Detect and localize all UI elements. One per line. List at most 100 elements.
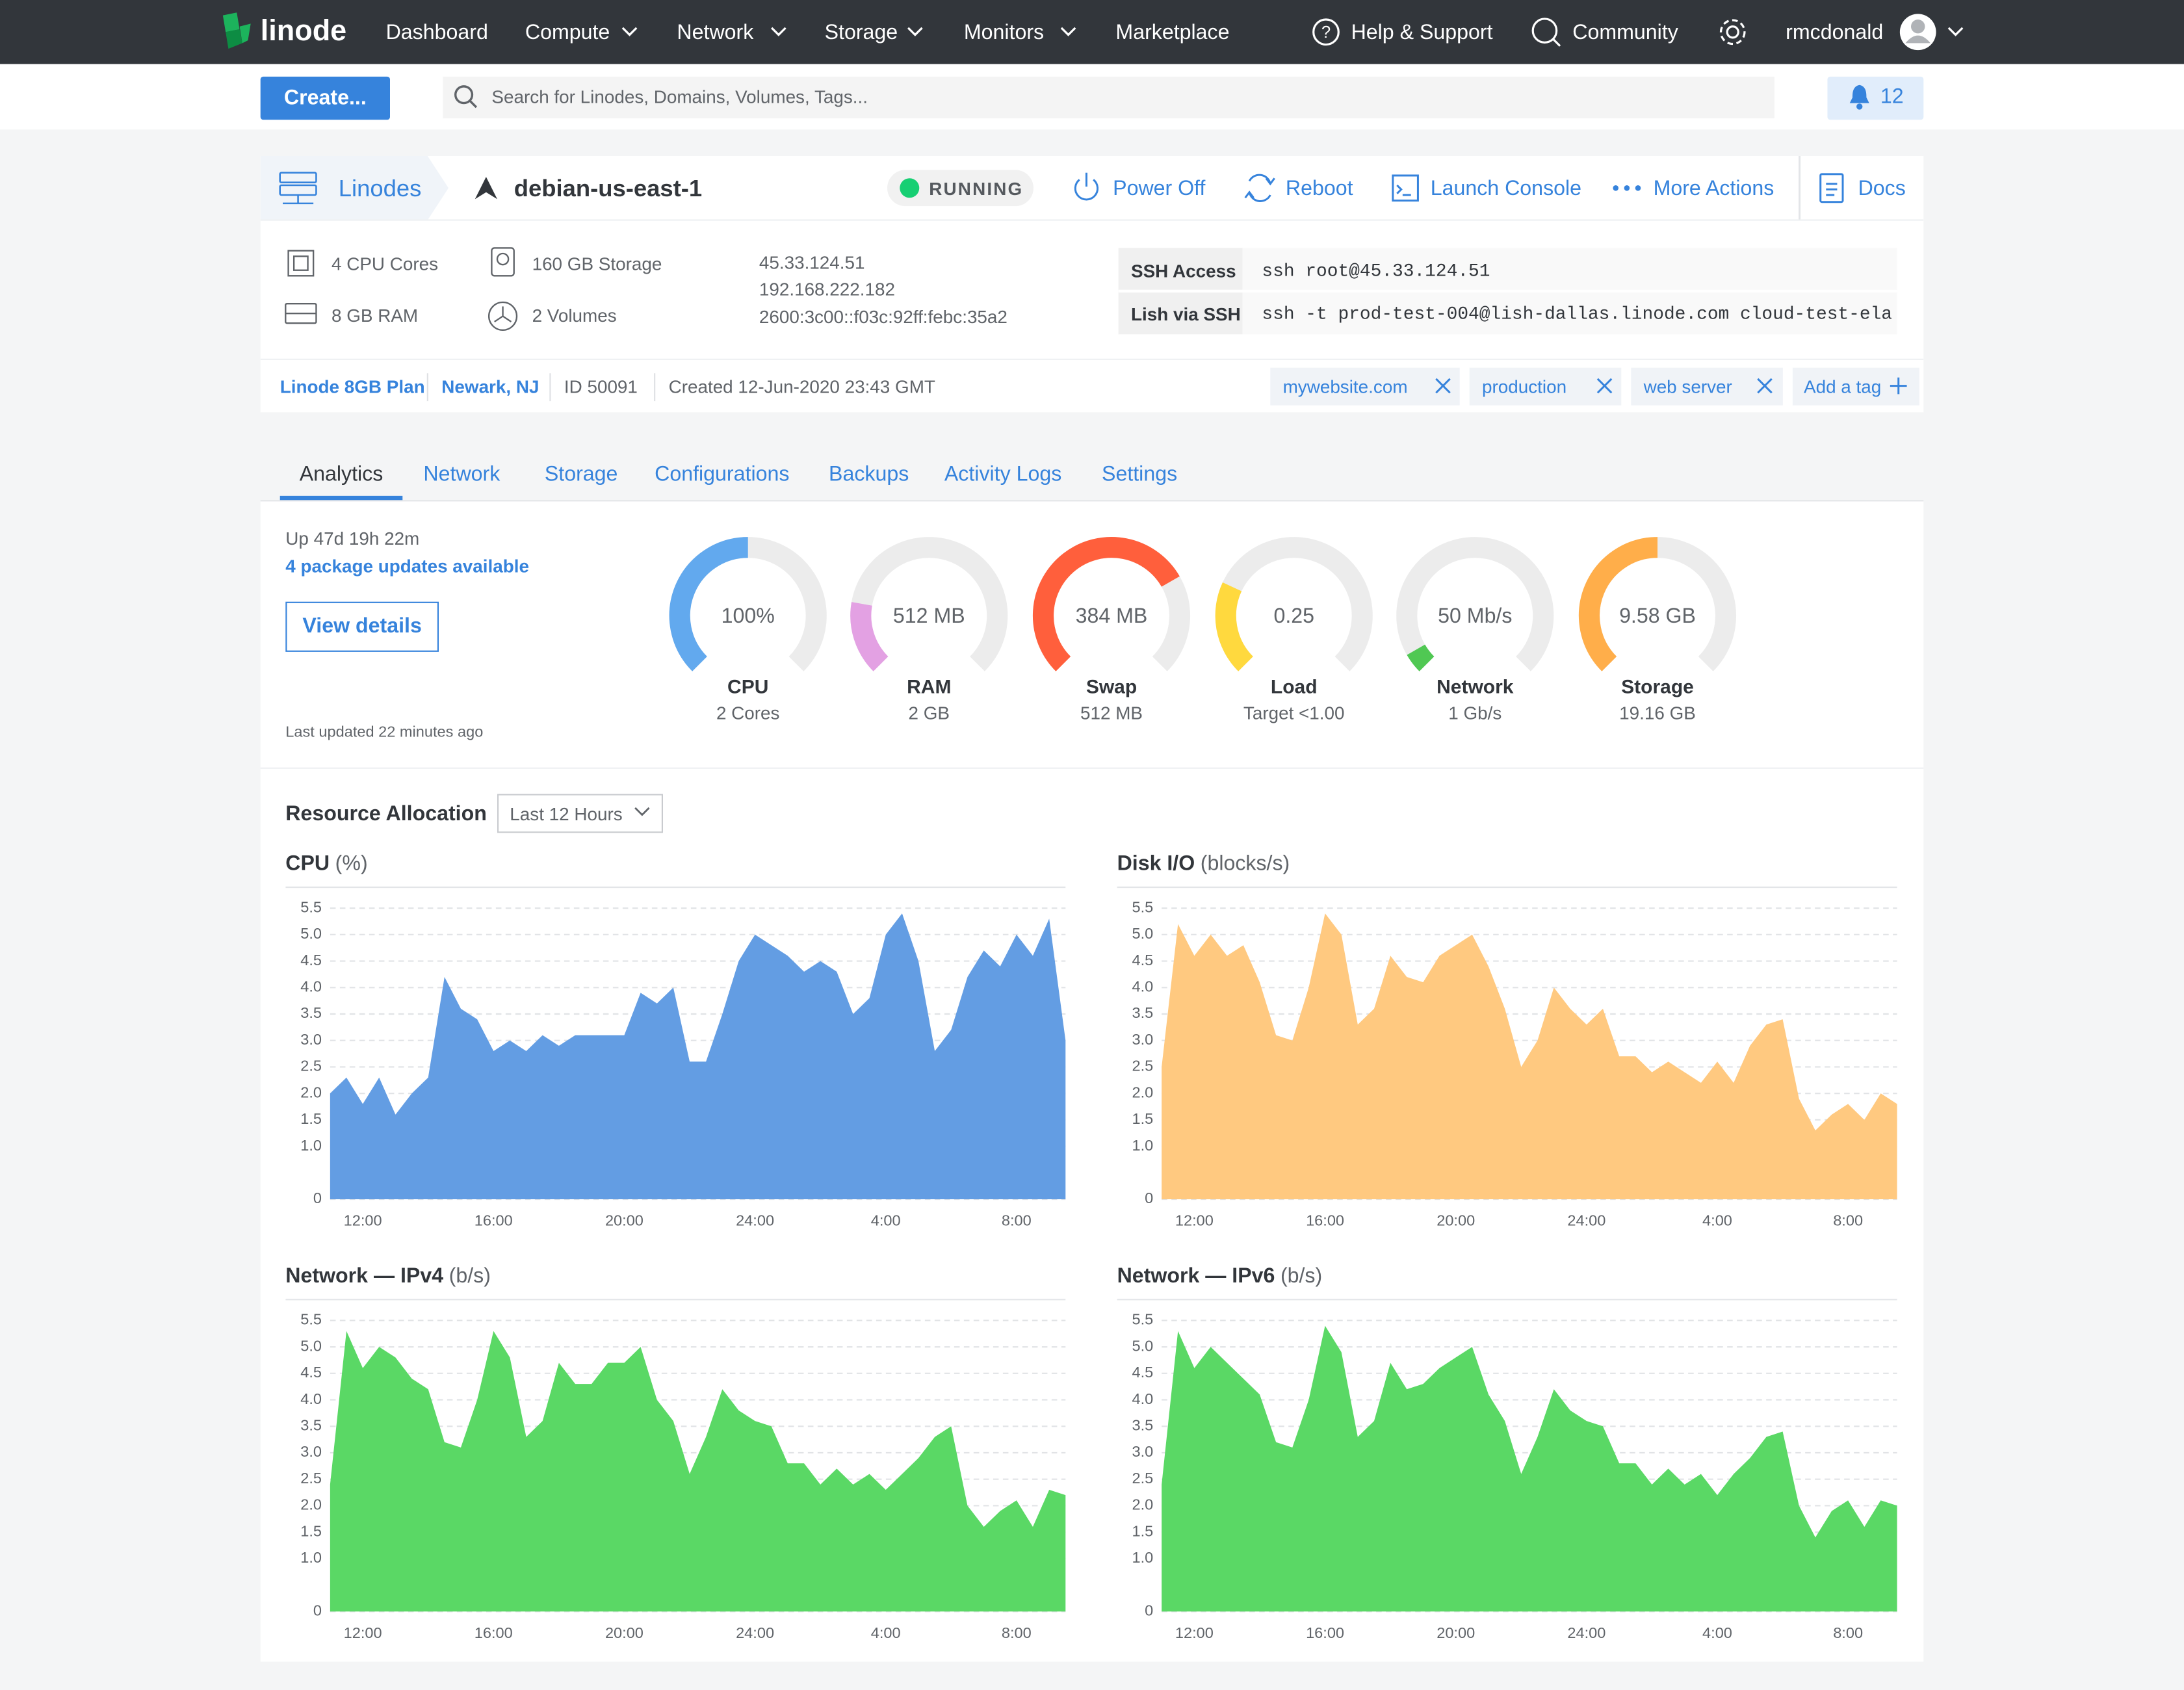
range-select-value: Last 12 Hours <box>510 803 623 825</box>
x-tick-label: 12:00 <box>344 1624 382 1641</box>
tab[interactable]: Settings <box>1102 462 1178 486</box>
tab[interactable]: Network <box>423 462 500 486</box>
chart-unit: (b/s) <box>449 1264 491 1287</box>
updates-link[interactable]: 4 package updates available <box>285 556 530 577</box>
y-tick-label: 1.0 <box>300 1137 322 1154</box>
breadcrumb-link[interactable]: Linodes <box>338 176 422 202</box>
gauge-label: Load <box>1271 676 1318 697</box>
last-updated: Last updated 22 minutes ago <box>285 724 484 741</box>
tab-indicator <box>280 495 403 500</box>
action-power-off[interactable]: Power Off <box>1113 177 1206 201</box>
y-tick-label: 0 <box>313 1190 322 1206</box>
nav-link[interactable]: Network <box>677 21 754 45</box>
tab-border <box>260 500 1924 502</box>
tab[interactable]: Analytics <box>299 462 384 486</box>
section-title: Resource Allocation <box>285 802 487 826</box>
spec: 8 GB RAM <box>331 305 419 326</box>
tag-chip[interactable] <box>1469 367 1622 406</box>
y-tick-label: 3.0 <box>1132 1443 1154 1460</box>
gauge-sub: 2 GB <box>909 703 950 723</box>
y-tick-label: 1.5 <box>300 1110 322 1127</box>
nav-link[interactable]: Compute <box>525 21 610 45</box>
gauge-label: Storage <box>1621 676 1694 697</box>
x-tick-label: 24:00 <box>1567 1624 1606 1641</box>
y-tick-label: 3.0 <box>300 1443 322 1460</box>
x-tick-label: 4:00 <box>1702 1624 1732 1641</box>
action-reboot[interactable]: Reboot <box>1285 177 1353 201</box>
logo-icon <box>222 12 251 49</box>
select-chevron <box>634 807 650 816</box>
gauge-sub: 2 Cores <box>716 703 780 723</box>
y-tick-label: 5.5 <box>300 898 322 915</box>
x-tick-label: 8:00 <box>1002 1624 1032 1641</box>
tag-chip[interactable] <box>1270 367 1460 406</box>
action-console[interactable]: Launch Console <box>1430 177 1582 201</box>
spec: 2 Volumes <box>532 305 617 326</box>
notification-count: 12 <box>1880 84 1904 109</box>
action-docs[interactable]: Docs <box>1858 177 1906 201</box>
y-tick-label: 4.0 <box>300 1390 322 1407</box>
nav-link[interactable]: Monitors <box>963 21 1045 45</box>
logo[interactable]: linode <box>260 15 347 47</box>
chart: Network — IPv4 (b/s) 0 1.0 1.5 2.0 2.5 3.0 3.5 4.… <box>285 1264 1066 1641</box>
uptime: Up 47d 19h 22m <box>285 528 420 549</box>
tag: production <box>1482 376 1567 397</box>
tab[interactable]: Configurations <box>655 462 790 486</box>
y-tick-label: 1.0 <box>300 1549 322 1566</box>
x-tick-label: 16:00 <box>1306 1212 1344 1229</box>
notification-button[interactable] <box>1827 76 1924 120</box>
ip-address: 2600:3c00::f03c:92ff:febc:35a2 <box>759 306 1008 328</box>
tag-chip[interactable] <box>1631 367 1783 406</box>
tag: mywebsite.com <box>1282 376 1408 397</box>
y-tick-label: 2.0 <box>1132 1496 1154 1513</box>
action-more[interactable]: More Actions <box>1653 177 1774 201</box>
y-tick-label: 4.5 <box>1132 952 1154 968</box>
nav-link[interactable]: Marketplace <box>1115 21 1230 45</box>
gauge-value: 512 MB <box>893 604 965 627</box>
y-tick-label: 1.5 <box>300 1522 322 1539</box>
chart-title: Network — IPv4 (b/s) <box>285 1264 491 1287</box>
gauge-value: 100% <box>722 604 775 627</box>
access-value: ssh -t prod-test-004@lish-dallas.linode.… <box>1262 304 1893 325</box>
area <box>330 913 1066 1199</box>
x-tick-label: 8:00 <box>1833 1212 1863 1229</box>
y-tick-label: 3.5 <box>1132 1004 1154 1021</box>
search-box[interactable] <box>443 76 1775 119</box>
x-tick-label: 12:00 <box>344 1212 382 1229</box>
chart-title-text: CPU <box>285 852 330 875</box>
area <box>1162 1325 1897 1612</box>
tab[interactable]: Backups <box>829 462 909 486</box>
x-tick-label: 24:00 <box>1567 1212 1606 1229</box>
tag-icons <box>1435 377 1907 395</box>
region-link[interactable]: Newark, NJ <box>441 376 540 397</box>
gauge: 512 MB RAM 2 GB <box>850 537 1008 723</box>
gauge-label: CPU <box>727 676 768 697</box>
community-link[interactable]: Community <box>1572 21 1678 45</box>
range-select[interactable] <box>497 794 663 833</box>
y-tick-label: 4.0 <box>1132 978 1154 995</box>
help-link[interactable]: Help & Support <box>1351 21 1493 45</box>
y-tick-label: 2.5 <box>300 1058 322 1074</box>
x-tick-label: 4:00 <box>1702 1212 1732 1229</box>
y-tick-label: 1.0 <box>1132 1549 1154 1566</box>
x-tick-label: 16:00 <box>474 1624 513 1641</box>
spec: 160 GB Storage <box>532 254 662 275</box>
area <box>1162 913 1897 1199</box>
view-details-button[interactable]: View details <box>285 601 439 652</box>
tab[interactable]: Storage <box>544 462 618 486</box>
nav-link[interactable]: Storage <box>824 21 898 45</box>
search-placeholder: Search for Linodes, Domains, Volumes, Ta… <box>491 86 868 107</box>
chart-title: CPU (%) <box>285 852 367 875</box>
y-tick-label: 4.5 <box>300 1364 322 1381</box>
y-tick-label: 2.5 <box>1132 1058 1154 1074</box>
tab[interactable]: Activity Logs <box>944 462 1062 486</box>
y-tick-label: 2.0 <box>1132 1084 1154 1100</box>
nav-link[interactable]: Dashboard <box>385 21 488 45</box>
create-button[interactable]: Create... <box>260 76 390 120</box>
gauge: 100% CPU 2 Cores <box>669 537 827 723</box>
user-menu[interactable]: rmcdonald <box>1786 21 1884 45</box>
gauge-label: RAM <box>907 676 951 697</box>
y-tick-label: 4.0 <box>1132 1390 1154 1407</box>
chart-title-text: Network — IPv4 <box>285 1264 443 1287</box>
plan-link[interactable]: Linode 8GB Plan <box>280 376 425 397</box>
